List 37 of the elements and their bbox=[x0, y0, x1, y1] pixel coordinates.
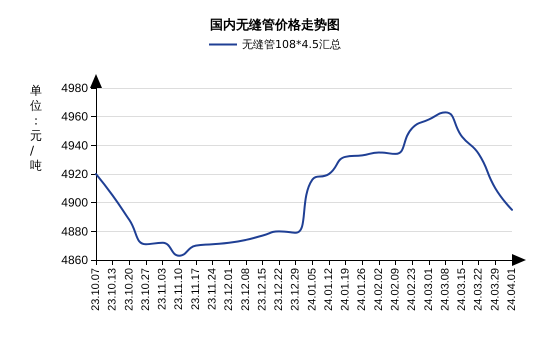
x-tick-label: 23.10.27 bbox=[140, 268, 152, 311]
y-axis-title: 单位：元/吨 bbox=[30, 84, 42, 172]
x-tick-label: 24.02.09 bbox=[390, 268, 402, 311]
x-tick-label: 23.12.22 bbox=[273, 268, 286, 311]
x-tick-label: 23.12.29 bbox=[290, 268, 302, 311]
line-series bbox=[95, 111, 513, 257]
x-tick-label: 23.12.15 bbox=[256, 268, 268, 311]
x-tick-label: 23.10.13 bbox=[106, 268, 119, 311]
x-tick-label: 23.12.01 bbox=[223, 268, 236, 311]
x-tick-label: 23.10.20 bbox=[123, 268, 136, 311]
x-tick-label: 24.01.19 bbox=[340, 268, 352, 311]
x-tick-label: 24.02.02 bbox=[372, 268, 385, 311]
x-tick-label: 24.03.22 bbox=[472, 268, 485, 311]
x-tick-label: 23.11.03 bbox=[156, 268, 169, 310]
y-tick-label: 4980 bbox=[61, 81, 88, 95]
x-tick-label: 23.11.10 bbox=[173, 268, 186, 310]
x-tick-label: 23.11.17 bbox=[190, 268, 202, 310]
chart-title: 国内无缝管价格走势图 bbox=[210, 17, 340, 33]
x-tick-label: 24.03.15 bbox=[456, 268, 468, 311]
x-tick-label: 24.01.12 bbox=[322, 268, 335, 311]
y-tick-label: 4900 bbox=[61, 196, 88, 210]
x-tick-label: 23.10.07 bbox=[90, 268, 102, 311]
x-tick-label: 24.03.01 bbox=[422, 268, 435, 311]
y-tick-label: 4940 bbox=[61, 138, 88, 152]
y-tick-label: 4860 bbox=[61, 253, 88, 267]
x-tick-label: 24.03.29 bbox=[489, 268, 502, 311]
x-tick-label: 24.02.23 bbox=[406, 268, 418, 311]
y-tick-label: 4960 bbox=[61, 110, 88, 124]
legend-label: 无缝管108*4.5汇总 bbox=[242, 38, 342, 51]
x-tick-label: 23.11.24 bbox=[206, 268, 218, 310]
y-tick-label: 4920 bbox=[61, 167, 88, 181]
x-tick-label: 24.04.01 bbox=[506, 268, 518, 311]
y-tick-label: 4880 bbox=[61, 224, 88, 238]
x-tick-label: 24.03.08 bbox=[439, 268, 452, 311]
x-tick-label: 24.01.26 bbox=[356, 268, 368, 311]
x-tick-label: 23.12.08 bbox=[240, 268, 252, 311]
x-tick-label: 24.01.05 bbox=[306, 268, 318, 311]
